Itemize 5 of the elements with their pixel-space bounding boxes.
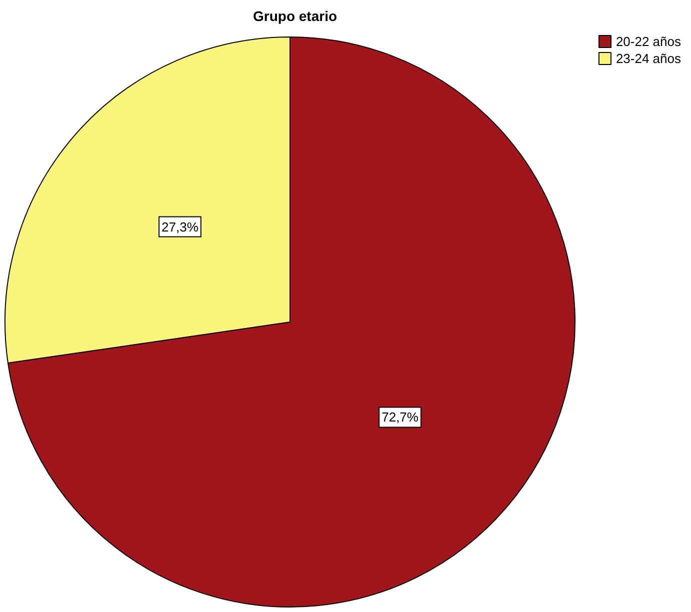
data-label: 72,7% [382, 410, 419, 425]
chart-title: Grupo etario [252, 8, 338, 24]
legend-label: 23-24 años [616, 51, 682, 66]
legend-label: 20-22 años [616, 34, 682, 49]
data-label: 27,3% [162, 219, 199, 234]
